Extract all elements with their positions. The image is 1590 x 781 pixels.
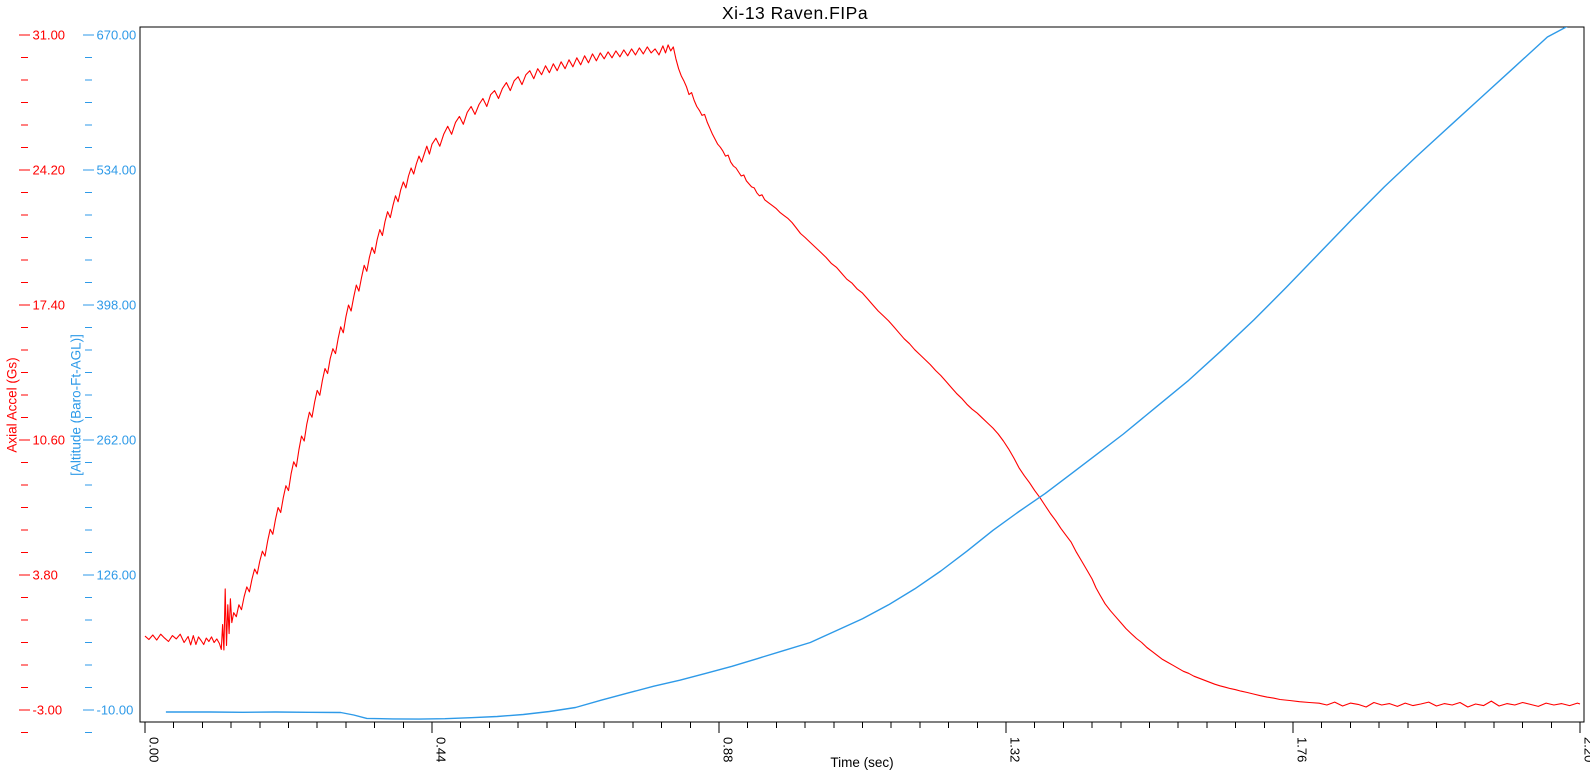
altitude-series-line <box>165 27 1568 720</box>
svg-text:3.80: 3.80 <box>33 568 58 583</box>
svg-text:398.00: 398.00 <box>97 298 137 313</box>
time-axis-title: Time (sec) <box>830 755 894 770</box>
x-axis-ticks <box>144 722 1581 733</box>
x-axis-tick-labels: 0.00 0.44 0.88 1.32 1.76 2.20 <box>147 737 1590 762</box>
svg-text:10.60: 10.60 <box>33 433 66 448</box>
svg-text:534.00: 534.00 <box>97 163 137 178</box>
svg-text:1.32: 1.32 <box>1008 737 1023 762</box>
svg-text:2.20: 2.20 <box>1582 737 1590 762</box>
accel-axis-ticks <box>19 34 30 734</box>
accel-series-line <box>144 44 1581 708</box>
svg-text:-3.00: -3.00 <box>33 703 63 718</box>
svg-text:0.44: 0.44 <box>434 737 449 762</box>
altitude-axis-ticks <box>83 34 94 734</box>
svg-text:670.00: 670.00 <box>97 28 137 43</box>
svg-text:17.40: 17.40 <box>33 298 66 313</box>
accel-axis-title: Axial Accel (Gs) <box>4 357 20 453</box>
accel-axis-labels: 31.00 24.20 17.40 10.60 3.80 -3.00 <box>33 28 66 718</box>
plot-border <box>139 26 1585 723</box>
altitude-axis-labels: 670.00 534.00 398.00 262.00 126.00 -10.00 <box>97 28 137 718</box>
svg-text:126.00: 126.00 <box>97 568 137 583</box>
altitude-axis-title: [Altitude (Baro-Ft-AGL)] <box>68 334 84 476</box>
svg-text:0.00: 0.00 <box>147 737 162 762</box>
svg-text:24.20: 24.20 <box>33 163 66 178</box>
svg-text:1.76: 1.76 <box>1295 737 1310 762</box>
chart-title: Xi-13 Raven.FIPa <box>721 3 869 23</box>
svg-text:31.00: 31.00 <box>33 28 66 43</box>
svg-text:262.00: 262.00 <box>97 433 137 448</box>
svg-text:0.88: 0.88 <box>721 737 736 762</box>
svg-text:-10.00: -10.00 <box>97 703 134 718</box>
